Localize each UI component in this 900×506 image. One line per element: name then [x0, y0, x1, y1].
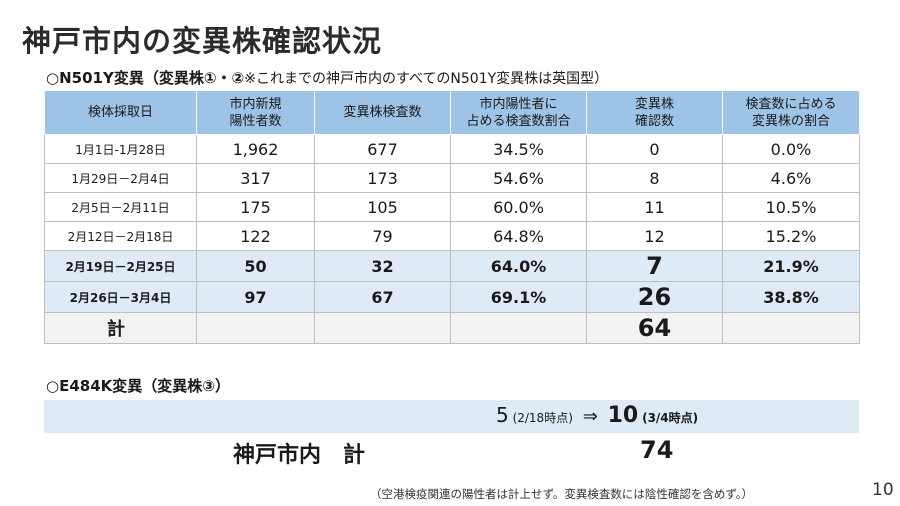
e484k-current-note: (3/4時点) [642, 411, 699, 425]
cell-variant-ratio: 10.5% [722, 192, 860, 222]
cell-test-ratio: 34.5% [450, 134, 587, 164]
cell-confirmed: 7 [586, 250, 723, 282]
cell-confirmed: 0 [586, 134, 723, 164]
cell-new-positives: 50 [196, 250, 315, 282]
cell-period: 2月26日－3月4日 [44, 281, 197, 313]
table-row-highlighted: 2月19日－2月25日 50 32 64.0% 7 21.9% [44, 250, 860, 282]
grand-total-label: 神戸市内 計 [233, 443, 366, 468]
variant-table: 検体採取日 市内新規 陽性者数 変異株検査数 市内陽性者に 占める検査数割合 変異株… [44, 90, 860, 344]
n501y-heading-text: ○N501Y変異（変異株①・② [46, 69, 245, 87]
cell-period: 2月19日－2月25日 [44, 250, 197, 282]
total-label: 計 [44, 312, 197, 344]
table-header-row: 検体採取日 市内新規 陽性者数 変異株検査数 市内陽性者に 占める検査数割合 変異株… [44, 90, 860, 135]
cell-period: 2月12日－2月18日 [44, 221, 197, 251]
table-total-row: 計 64 [44, 312, 860, 344]
cell-period: 1月1日-1月28日 [44, 134, 197, 164]
header-date: 検体採取日 [44, 90, 197, 135]
cell-test-ratio: 54.6% [450, 163, 587, 193]
e484k-prev-value: 5 [496, 403, 509, 427]
table-row: 1月1日-1月28日 1,962 677 34.5% 0 0.0% [44, 134, 860, 164]
e484k-count-bar: 5 (2/18時点) ⇒ 10 (3/4時点) [44, 400, 859, 433]
page-title: 神戸市内の変異株確認状況 [22, 24, 383, 58]
right-arrow-icon: ⇒ [582, 406, 598, 427]
total-empty-cell [196, 312, 315, 344]
total-empty-cell [314, 312, 451, 344]
cell-new-positives: 1,962 [196, 134, 315, 164]
cell-test-ratio: 64.0% [450, 250, 587, 282]
cell-variant-ratio: 4.6% [722, 163, 860, 193]
cell-tests: 677 [314, 134, 451, 164]
cell-variant-ratio: 38.8% [722, 281, 860, 313]
header-test-ratio: 市内陽性者に 占める検査数割合 [450, 90, 587, 135]
cell-confirmed: 8 [586, 163, 723, 193]
cell-variant-ratio: 0.0% [722, 134, 860, 164]
table-row-highlighted: 2月26日－3月4日 97 67 69.1% 26 38.8% [44, 281, 860, 313]
table-row: 2月5日－2月11日 175 105 60.0% 11 10.5% [44, 192, 860, 222]
cell-tests: 173 [314, 163, 451, 193]
cell-new-positives: 97 [196, 281, 315, 313]
header-confirmed: 変異株 確認数 [586, 90, 723, 135]
cell-tests: 32 [314, 250, 451, 282]
cell-confirmed: 12 [586, 221, 723, 251]
header-new-positives: 市内新規 陽性者数 [196, 90, 315, 135]
footnote: （空港検疫関連の陽性者は計上せず。変異検査数には陰性確認を含めず。） [370, 487, 753, 501]
header-variant-ratio: 検査数に占める 変異株の割合 [722, 90, 860, 135]
cell-test-ratio: 64.8% [450, 221, 587, 251]
page-number: 10 [872, 480, 894, 500]
cell-tests: 105 [314, 192, 451, 222]
e484k-section-heading: ○E484K変異（変異株③） [46, 377, 230, 395]
cell-tests: 67 [314, 281, 451, 313]
cell-new-positives: 175 [196, 192, 315, 222]
e484k-count-line: 5 (2/18時点) ⇒ 10 (3/4時点) [496, 403, 698, 428]
table-row: 2月12日－2月18日 122 79 64.8% 12 15.2% [44, 221, 860, 251]
n501y-note: ※これまでの神戸市内のすべてのN501Y変異株は英国型） [244, 71, 609, 87]
cell-confirmed: 11 [586, 192, 723, 222]
cell-period: 1月29日－2月4日 [44, 163, 197, 193]
total-empty-cell [722, 312, 860, 344]
cell-new-positives: 317 [196, 163, 315, 193]
total-empty-cell [450, 312, 587, 344]
cell-variant-ratio: 15.2% [722, 221, 860, 251]
e484k-prev-note: (2/18時点) [512, 411, 573, 425]
cell-tests: 79 [314, 221, 451, 251]
cell-variant-ratio: 21.9% [722, 250, 860, 282]
header-tests: 変異株検査数 [314, 90, 451, 135]
cell-period: 2月5日－2月11日 [44, 192, 197, 222]
cell-new-positives: 122 [196, 221, 315, 251]
cell-test-ratio: 69.1% [450, 281, 587, 313]
e484k-current-value: 10 [607, 403, 639, 428]
cell-test-ratio: 60.0% [450, 192, 587, 222]
grand-total-value: 74 [640, 436, 674, 464]
table-row: 1月29日－2月4日 317 173 54.6% 8 4.6% [44, 163, 860, 193]
total-confirmed-value: 64 [586, 312, 723, 344]
cell-confirmed: 26 [586, 281, 723, 313]
n501y-section-heading: ○N501Y変異（変異株①・②※これまでの神戸市内のすべてのN501Y変異株は英… [46, 67, 608, 88]
